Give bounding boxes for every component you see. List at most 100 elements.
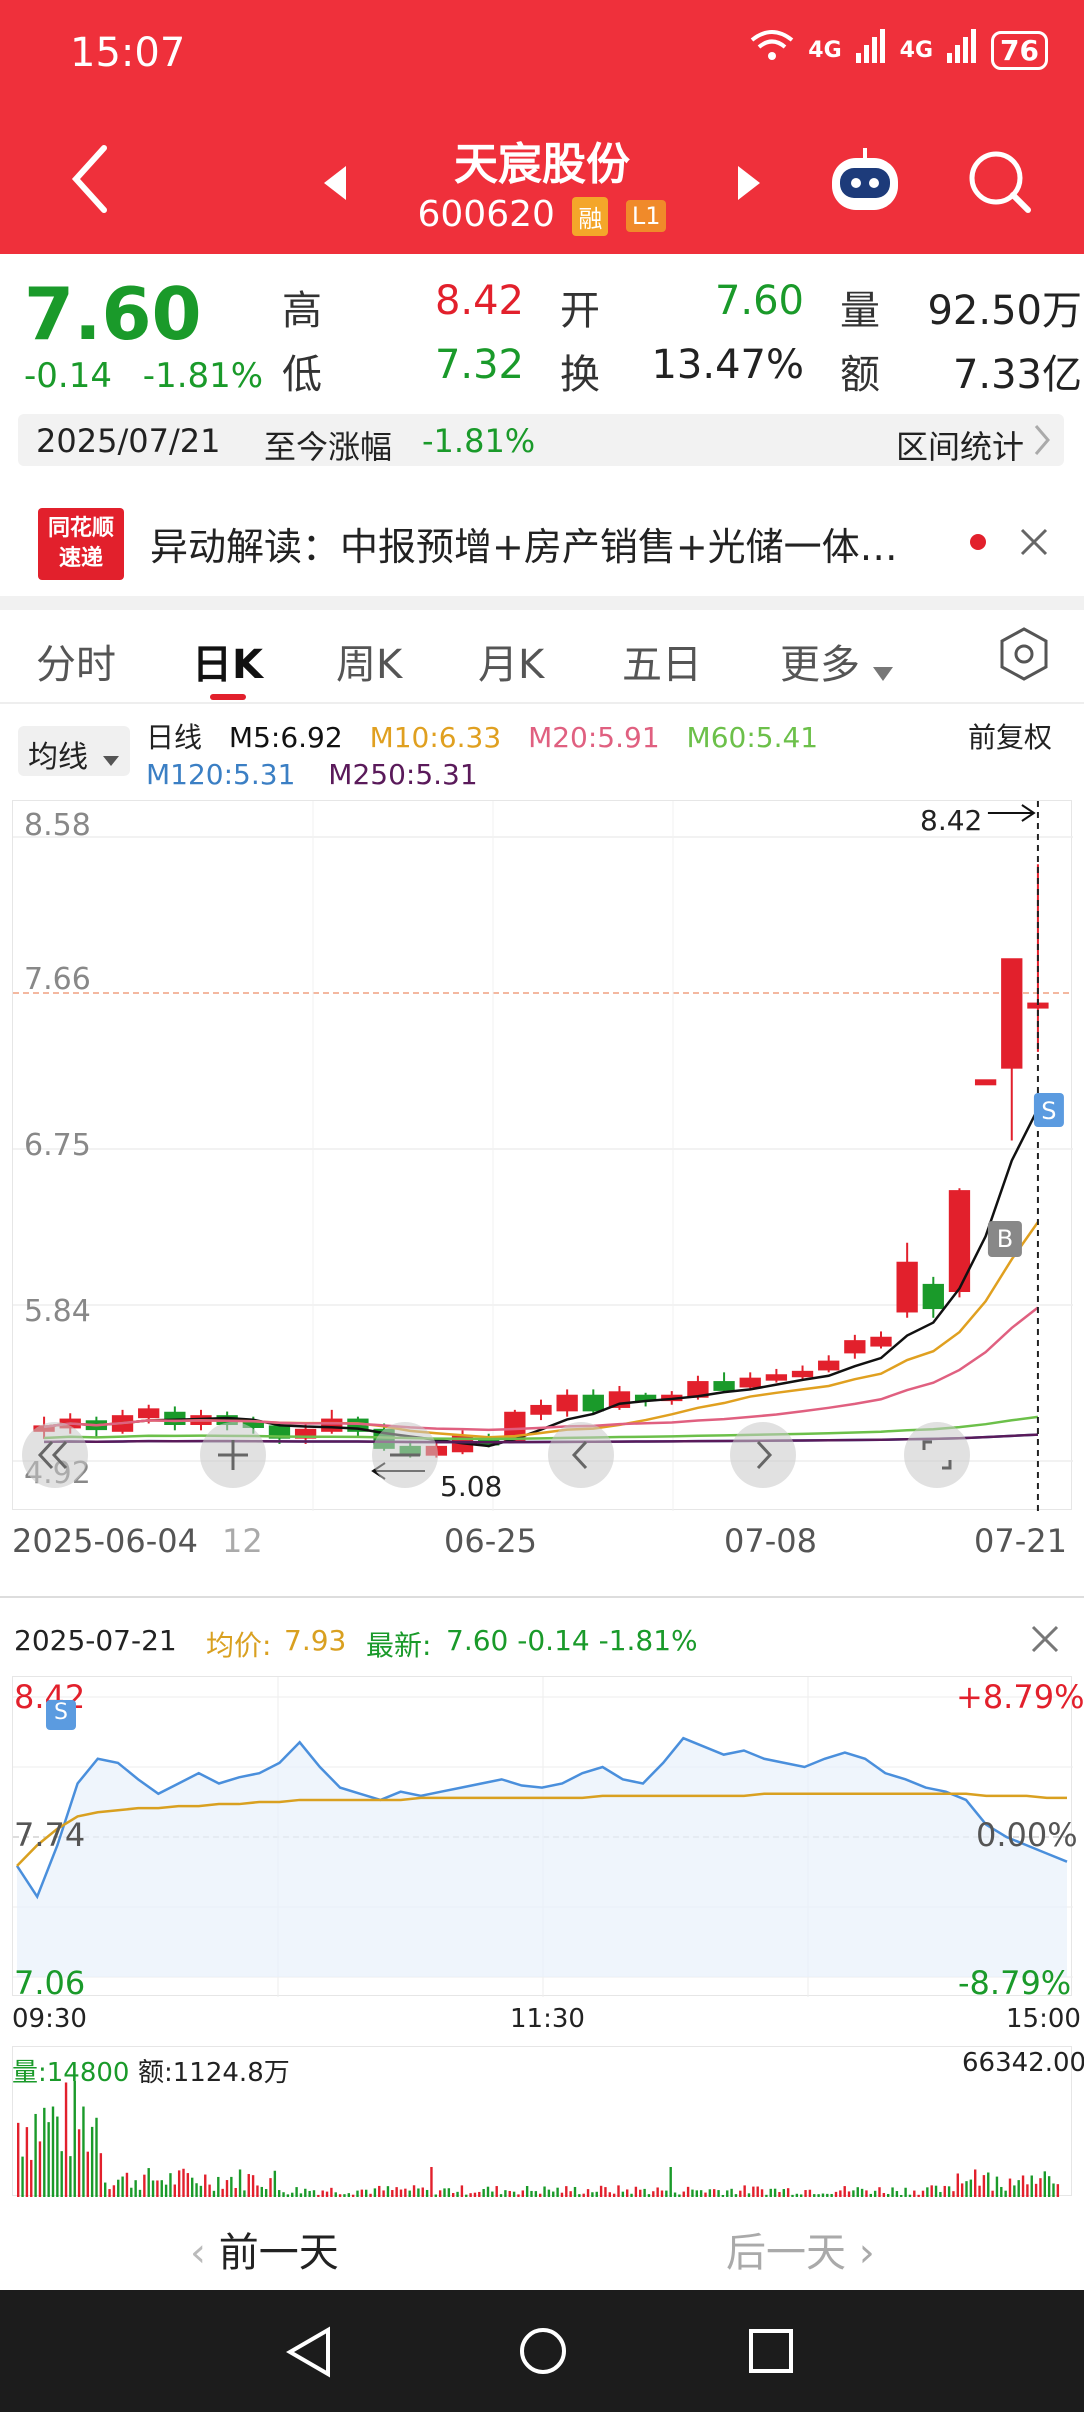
next-day-button[interactable]: 后一天 ›	[726, 2220, 875, 2278]
volume-bar	[499, 2194, 503, 2197]
x-tick-0: 2025-06-04	[12, 1522, 198, 1560]
volume-bar	[378, 2185, 381, 2197]
volume-bar	[852, 2190, 855, 2197]
sell-signal-text: S	[1041, 1097, 1056, 1125]
volume-bar	[278, 2190, 281, 2197]
candle-body	[713, 1381, 735, 1391]
time-end: 15:00	[1006, 2004, 1081, 2034]
news-banner[interactable]: 同花顺 速递 异动解读：中报预增+房产销售+光储一体…	[0, 490, 1084, 598]
volume-bar	[730, 2188, 733, 2197]
volume-bar	[365, 2189, 368, 2197]
volume-bar	[769, 2188, 772, 2197]
battery-indicator: 76	[991, 30, 1048, 70]
scroll-left-button[interactable]	[548, 1422, 614, 1488]
volume-bar	[639, 2189, 642, 2197]
tab-monthly-k[interactable]: 月K	[478, 642, 545, 688]
candle-body	[974, 1079, 997, 1086]
zoom-out-button[interactable]	[372, 1422, 438, 1488]
volume-bar	[652, 2191, 655, 2197]
volume-bar	[473, 2192, 477, 2197]
fullscreen-button[interactable]	[904, 1422, 970, 1488]
search-icon[interactable]	[968, 150, 1032, 218]
volume-bar	[617, 2185, 620, 2197]
last-label: 最新:	[366, 1629, 432, 1662]
intraday-svg	[13, 1677, 1073, 1997]
next-stock-arrow-icon[interactable]	[736, 164, 762, 206]
news-logo-top: 同花顺	[47, 516, 114, 541]
volume-bar	[373, 2188, 377, 2197]
intraday-chart[interactable]	[12, 1676, 1073, 1997]
volume-bar	[878, 2187, 881, 2197]
prev-stock-arrow-icon[interactable]	[322, 164, 348, 206]
volume-bar	[543, 2186, 546, 2197]
nav-recents-icon[interactable]	[748, 2328, 794, 2374]
buy-signal-text: B	[997, 1225, 1013, 1253]
volume-bar	[221, 2188, 224, 2197]
robot-assistant-icon[interactable]	[826, 146, 904, 220]
volume-bar	[182, 2168, 185, 2197]
close-news-icon[interactable]	[1018, 526, 1050, 562]
volume-bar	[90, 2126, 94, 2197]
volume-bar	[778, 2192, 781, 2197]
close-intraday-icon[interactable]	[1030, 1624, 1060, 1661]
tab-weekly-k[interactable]: 周K	[336, 642, 403, 688]
amount-label-small: 额:1124.8万	[138, 2058, 290, 2088]
settings-hexagon-icon[interactable]	[998, 626, 1050, 692]
volume-bar	[225, 2180, 229, 2197]
prev-day-button[interactable]: ‹ 前一天	[190, 2220, 339, 2278]
ma-select-button[interactable]: 均线	[18, 726, 130, 776]
scroll-left-fast-button[interactable]	[22, 1422, 88, 1488]
volume-bar	[169, 2173, 172, 2197]
volume-bar	[1026, 2184, 1029, 2197]
volume-bar	[517, 2194, 520, 2197]
candle-body-fill	[819, 1362, 838, 1369]
intraday-p-bot: -8.79%	[958, 1964, 1072, 2002]
tab-more[interactable]: 更多	[780, 642, 860, 688]
volume-bar	[582, 2193, 585, 2197]
nav-home-icon[interactable]	[518, 2326, 568, 2376]
volume-bar	[978, 2185, 981, 2197]
volume-bar	[82, 2106, 85, 2197]
candle-body	[582, 1394, 604, 1412]
ma-values-row2: M120:5.31 M250:5.31	[146, 758, 478, 791]
intraday-p-mid: 0.00%	[976, 1816, 1078, 1854]
zoom-in-button[interactable]	[200, 1422, 266, 1488]
volume-bar	[204, 2174, 207, 2197]
volume-bar	[534, 2191, 538, 2197]
nav-back-icon[interactable]	[286, 2326, 332, 2378]
volume-bar	[795, 2193, 799, 2197]
range-stats-bar[interactable]: 2025/07/21 至今涨幅 -1.81% 区间统计	[18, 414, 1064, 466]
volume-bar	[1043, 2171, 1046, 2197]
volume-max: 66342.00	[962, 2048, 1084, 2078]
volume-bar	[595, 2191, 598, 2197]
tab-five-day[interactable]: 五日	[622, 642, 702, 688]
time-mid: 11:30	[510, 2004, 585, 2034]
price-line	[15, 1736, 1068, 1900]
avg-label: 均价:	[206, 1629, 272, 1662]
tab-intraday[interactable]: 分时	[36, 642, 116, 688]
volume-bar	[647, 2194, 651, 2197]
candle-body-fill	[1002, 959, 1021, 1068]
more-dropdown-icon	[872, 646, 894, 692]
volume-bar	[173, 2184, 176, 2197]
volume-bar	[217, 2176, 220, 2197]
volume-bar	[947, 2186, 951, 2197]
volume-bar	[421, 2187, 424, 2197]
volume-bar	[295, 2187, 298, 2197]
volume-bar	[934, 2185, 938, 2197]
volume-bar	[525, 2185, 529, 2197]
ma-line-5	[43, 1108, 1040, 1448]
volume-bar	[913, 2190, 916, 2197]
back-arrow-icon[interactable]	[70, 144, 110, 218]
volume-bar	[386, 2186, 390, 2197]
range-stats-link[interactable]: 区间统计	[895, 428, 1024, 466]
scroll-right-button[interactable]	[730, 1422, 796, 1488]
adjust-mode[interactable]: 前复权	[968, 721, 1053, 754]
volume-bar	[713, 2189, 716, 2197]
volume-bar	[765, 2194, 768, 2197]
tab-daily-k[interactable]: 日K	[192, 642, 263, 688]
y-tick-0: 8.58	[24, 808, 91, 843]
volume-bar	[347, 2193, 350, 2197]
price-change: -0.14 -1.81%	[24, 356, 263, 396]
